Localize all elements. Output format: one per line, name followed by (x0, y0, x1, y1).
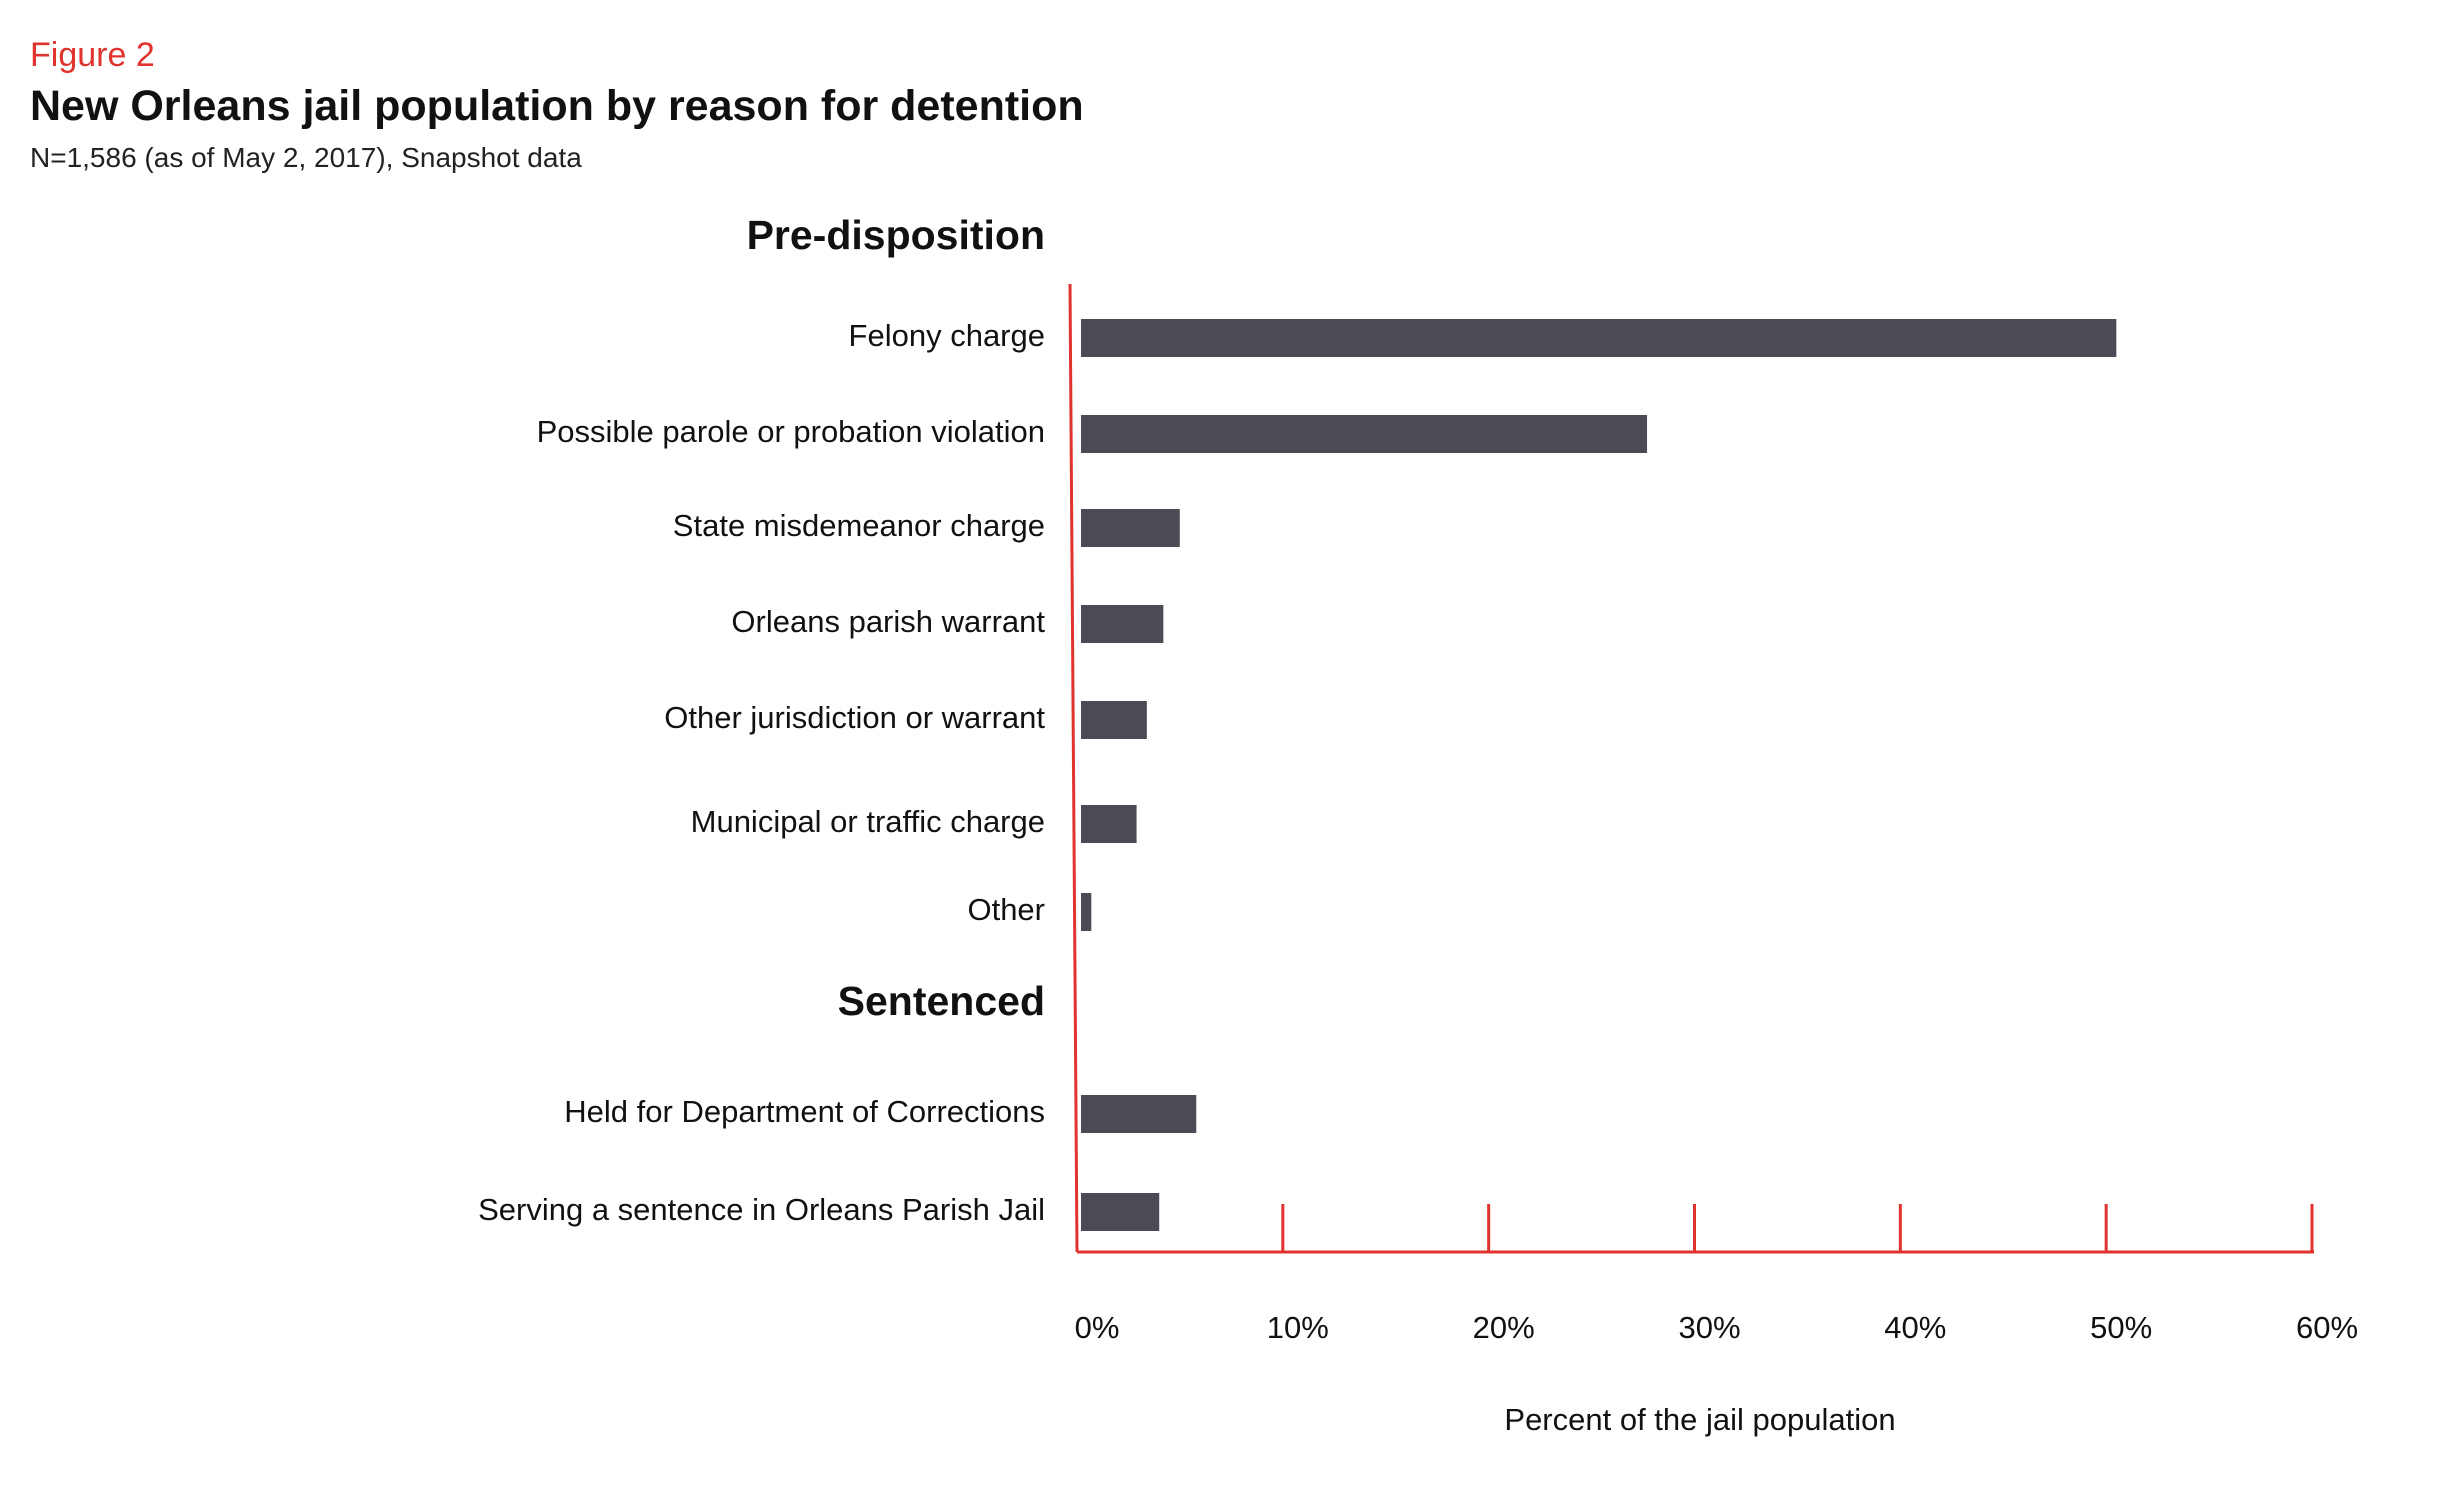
bar (1081, 605, 1164, 643)
figure-label: Figure 2 (30, 36, 155, 74)
chart-subtitle: N=1,586 (as of May 2, 2017), Snapshot da… (30, 142, 582, 173)
category-label: Other jurisdiction or warrant (664, 700, 1045, 735)
x-axis-label: Percent of the jail population (1504, 1402, 1895, 1437)
bar (1081, 805, 1137, 843)
category-label: State misdemeanor charge (673, 508, 1045, 543)
bar (1081, 319, 2117, 357)
bar (1081, 415, 1648, 453)
chart-title: New Orleans jail population by reason fo… (30, 82, 1084, 130)
x-tick-label: 40% (1884, 1310, 1946, 1345)
group-header: Pre-disposition (747, 212, 1045, 258)
bar (1081, 509, 1180, 547)
group-header: Sentenced (838, 978, 1045, 1024)
bar (1081, 1193, 1160, 1231)
x-tick-label: 0% (1075, 1310, 1120, 1345)
x-tick-label: 60% (2296, 1310, 2358, 1345)
bar (1081, 893, 1092, 931)
category-label: Held for Department of Corrections (564, 1094, 1045, 1129)
bar (1081, 701, 1147, 739)
category-label: Serving a sentence in Orleans Parish Jai… (478, 1192, 1045, 1227)
category-label: Possible parole or probation violation (537, 414, 1045, 449)
x-tick-label: 50% (2090, 1310, 2152, 1345)
x-tick-label: 20% (1473, 1310, 1535, 1345)
category-label: Orleans parish warrant (731, 604, 1045, 639)
category-label: Municipal or traffic charge (691, 804, 1045, 839)
category-label: Felony charge (849, 318, 1045, 353)
x-tick-label: 30% (1678, 1310, 1740, 1345)
y-axis-line (1068, 283, 1079, 1253)
bar (1081, 1095, 1197, 1133)
x-tick-label: 10% (1267, 1310, 1329, 1345)
category-label: Other (967, 892, 1045, 927)
